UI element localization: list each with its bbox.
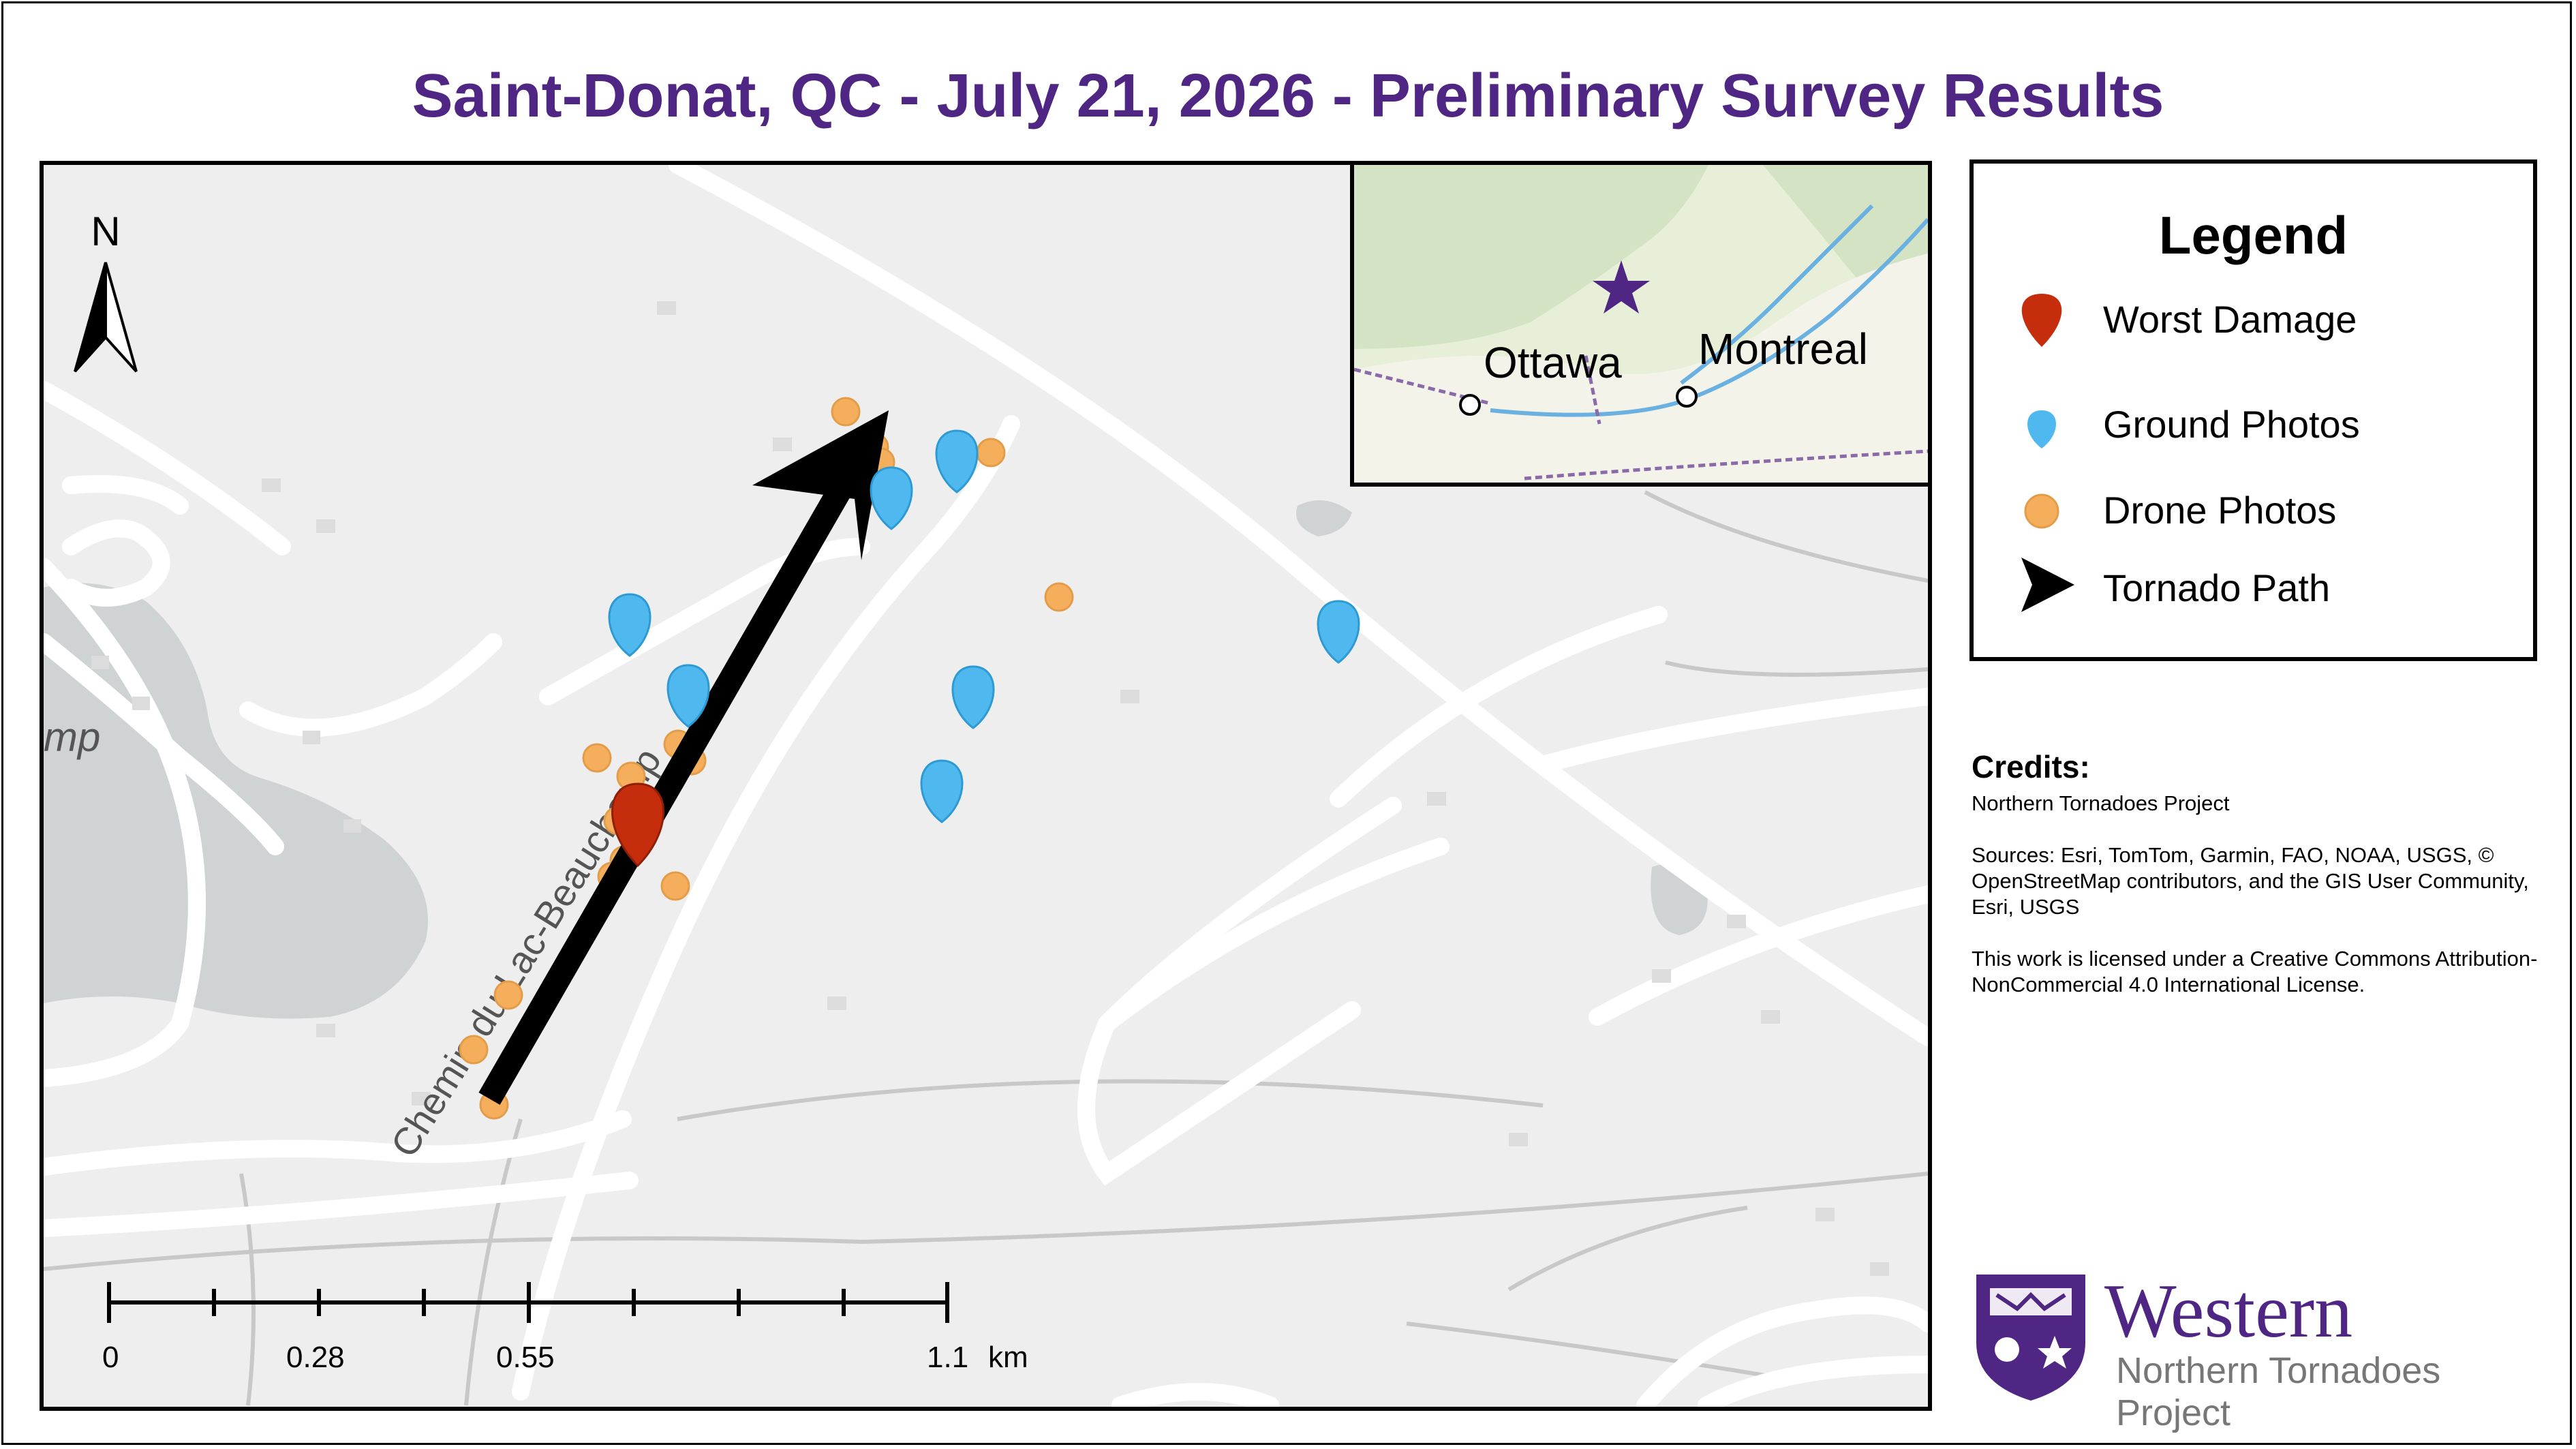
credit-line-sources: Sources: Esri, TomTom, Garmin, FAO, NOAA… (1972, 843, 2529, 919)
main-map[interactable]: Chemin du Lac-Beauchamp mp (40, 161, 1932, 1411)
inset-map[interactable]: Ottawa Montreal (1350, 161, 1932, 487)
city-label-montreal: Montreal (1698, 324, 1868, 373)
drone-photo-marker[interactable] (582, 743, 612, 773)
worst-damage-pin-icon (2021, 294, 2062, 347)
north-label: N (91, 209, 121, 254)
montreal-dot (1676, 386, 1698, 408)
legend-label-ground-photos: Ground Photos (2103, 403, 2360, 446)
worst-damage-pin[interactable] (611, 782, 664, 868)
small-pond-2 (1296, 500, 1352, 536)
ground-photo-marker[interactable] (870, 466, 913, 530)
ground-photo-pin-icon (2027, 410, 2056, 448)
legend-item-ground-photos: Ground Photos (1974, 388, 2533, 470)
credit-line-project: Northern Tornadoes Project (1972, 791, 2230, 815)
drone-photo-dot-icon (2024, 493, 2059, 529)
legend-item-drone-photos: Drone Photos (1974, 470, 2533, 552)
shield-icon (1976, 1275, 2085, 1401)
drone-photo-marker[interactable] (493, 980, 523, 1010)
ground-photos-layer (608, 429, 1360, 823)
ottawa-dot (1459, 394, 1481, 416)
ground-photo-marker[interactable] (608, 593, 651, 657)
lowlands (1354, 254, 1928, 483)
scale-label-3: 1.1 (927, 1341, 969, 1374)
scale-label-0: 0 (102, 1341, 119, 1374)
scale-label-1: 0.28 (286, 1341, 345, 1374)
map-canvas: Chemin du Lac-Beauchamp mp (44, 165, 1928, 1407)
city-label-ottawa: Ottawa (1484, 338, 1622, 387)
ground-photo-marker[interactable] (920, 759, 964, 823)
minor-roads (44, 490, 1928, 1406)
tornado-path-arrowhead (752, 410, 889, 560)
ground-photo-marker[interactable] (666, 664, 710, 728)
credit-line-license: This work is licensed under a Creative C… (1972, 947, 2538, 996)
legend-label-tornado-path: Tornado Path (2103, 566, 2331, 609)
ground-photo-marker[interactable] (935, 429, 979, 493)
tornado-path-arrow-icon (2021, 558, 2074, 612)
scale-bar: 0 0.28 0.55 1.1 km (102, 1278, 1090, 1380)
north-arrow: N (61, 208, 150, 385)
main-roads (44, 165, 1928, 1407)
legend-label-drone-photos: Drone Photos (2103, 489, 2337, 532)
drone-photo-marker[interactable] (459, 1035, 489, 1065)
legend: Legend Worst Damage Ground Photos Drone … (1969, 159, 2537, 661)
drone-photo-marker[interactable] (1044, 582, 1074, 612)
scale-unit: km (988, 1341, 1028, 1374)
logo-subtitle: Northern Tornadoes Project (2116, 1350, 2441, 1433)
ground-photo-marker[interactable] (1317, 600, 1360, 664)
drone-photo-marker[interactable] (831, 397, 861, 427)
scale-label-2: 0.55 (496, 1341, 555, 1374)
western-logo[interactable]: Western Northern Tornadoes Project (1969, 1269, 2556, 1433)
inset-canvas: Ottawa Montreal (1354, 165, 1928, 483)
north-arrow-icon (74, 262, 138, 373)
drone-photo-marker[interactable] (660, 871, 690, 901)
tornado-path (478, 410, 889, 1105)
page-title: Saint-Donat, QC - July 21, 2026 - Prelim… (412, 62, 2164, 130)
legend-item-tornado-path: Tornado Path (1974, 545, 2533, 627)
drone-photo-marker[interactable] (976, 438, 1006, 468)
credits: Credits: Northern Tornadoes Project Sour… (1972, 748, 2544, 1024)
buildings (91, 301, 1889, 1276)
credits-heading: Credits: (1972, 749, 2090, 784)
legend-title: Legend (2158, 205, 2348, 265)
star-icon (1593, 260, 1650, 314)
rivers (1490, 204, 1928, 417)
logo-wordmark: Western (2104, 1269, 2353, 1354)
scale-bar-graphic (107, 1282, 949, 1323)
legend-item-worst-damage: Worst Damage (1974, 279, 2533, 361)
lake-label: mp (44, 714, 100, 760)
ground-photo-marker[interactable] (951, 665, 995, 729)
legend-label-worst-damage: Worst Damage (2103, 298, 2357, 341)
